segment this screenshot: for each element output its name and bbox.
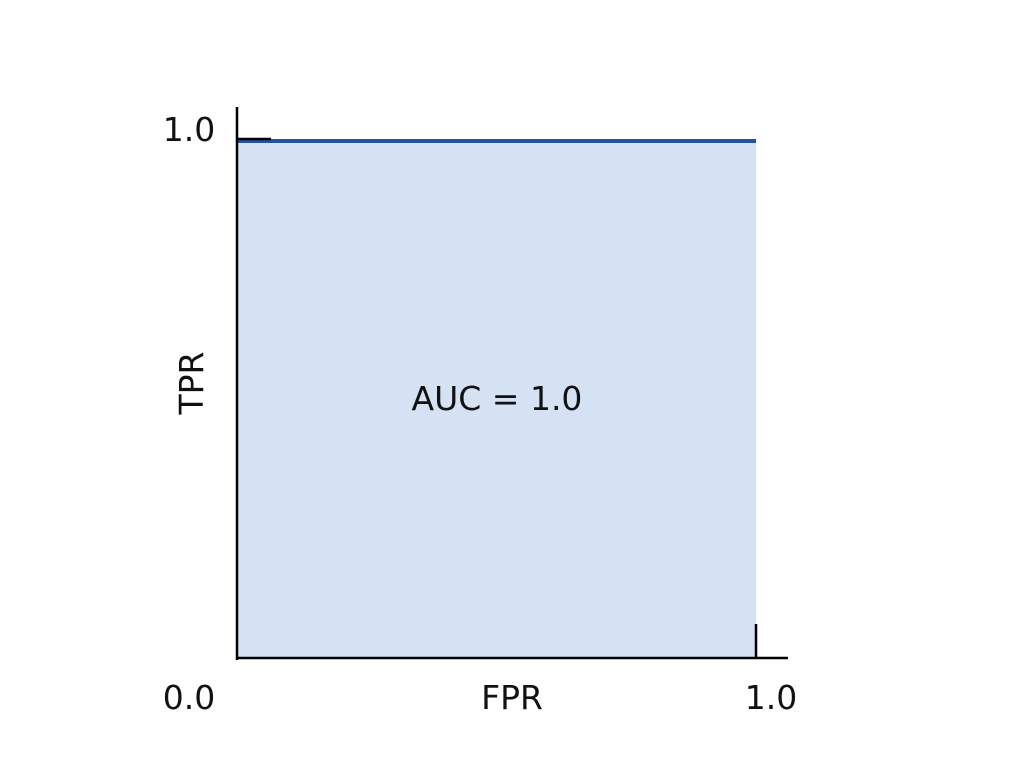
y-axis-label: TPR [172, 352, 211, 416]
auc-area [237, 141, 756, 658]
x-tick-label-1: 1.0 [745, 678, 797, 717]
x-tick-label-0: 0.0 [163, 678, 215, 717]
x-axis-label: FPR [481, 678, 543, 717]
y-tick-label-1: 1.0 [163, 110, 215, 149]
auc-annotation: AUC = 1.0 [412, 379, 583, 418]
